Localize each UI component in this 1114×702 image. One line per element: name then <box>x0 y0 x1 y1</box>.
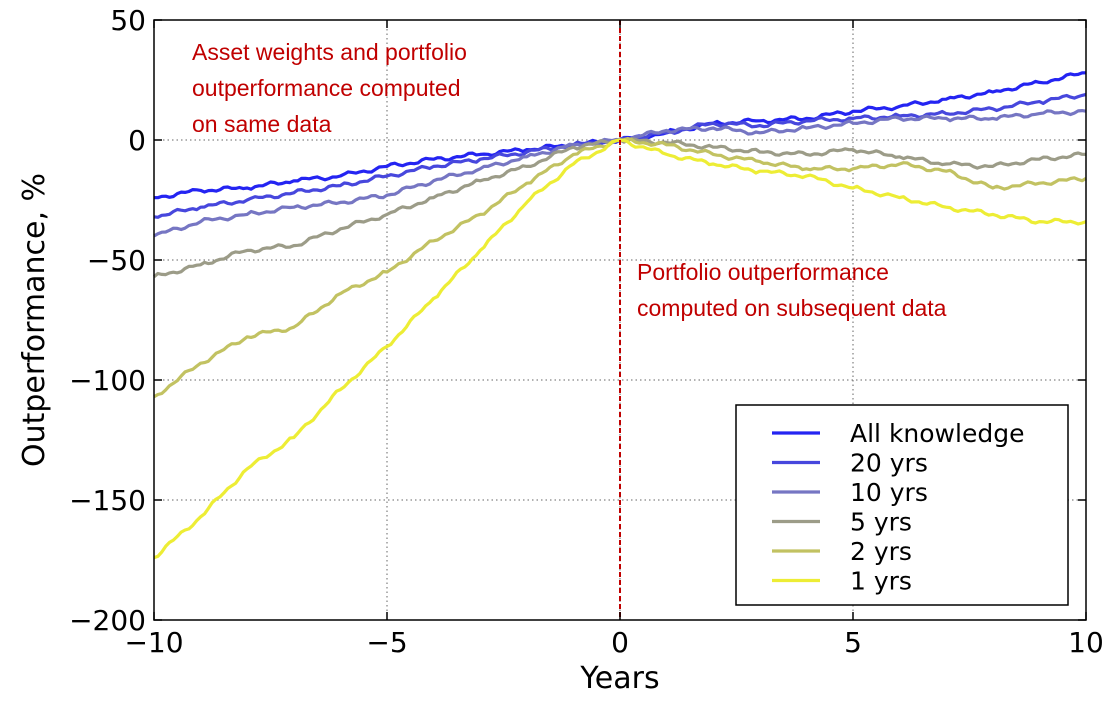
legend-label: 20 yrs <box>850 449 928 478</box>
legend-label: 10 yrs <box>850 478 928 507</box>
x-tick-label: 5 <box>844 626 862 659</box>
annotation-same-data: Asset weights and portfolio outperforman… <box>192 39 473 137</box>
x-tick-label: −5 <box>366 626 407 659</box>
y-tick-label: 0 <box>128 124 146 157</box>
y-tick-label: −100 <box>69 364 146 397</box>
y-tick-label: −50 <box>87 244 146 277</box>
annotation-same-data-line: Asset weights and portfolio <box>192 39 467 65</box>
y-tick-label: −150 <box>69 484 146 517</box>
x-tick-label: 10 <box>1068 626 1104 659</box>
y-axis-label: Outperformance, % <box>17 173 52 467</box>
legend-label: All knowledge <box>850 419 1024 448</box>
annotation-subsequent-data: Portfolio outperformance computed on sub… <box>637 259 947 321</box>
x-tick-label: 0 <box>611 626 629 659</box>
x-axis-label: Years <box>579 661 659 696</box>
annotation-same-data-line: outperformance computed <box>192 75 461 101</box>
y-tick-label: 50 <box>110 4 146 37</box>
legend-box <box>735 404 1069 606</box>
y-tick-label: −200 <box>69 604 146 637</box>
legend-label: 5 yrs <box>850 508 912 537</box>
legend-label: 1 yrs <box>850 567 912 596</box>
annotation-same-data-line: on same data <box>192 111 332 137</box>
annotation-subsequent-data-line: computed on subsequent data <box>637 295 947 321</box>
x-tick-label: −10 <box>124 626 183 659</box>
legend-label: 2 yrs <box>850 537 912 566</box>
annotation-subsequent-data-line: Portfolio outperformance <box>637 259 889 285</box>
